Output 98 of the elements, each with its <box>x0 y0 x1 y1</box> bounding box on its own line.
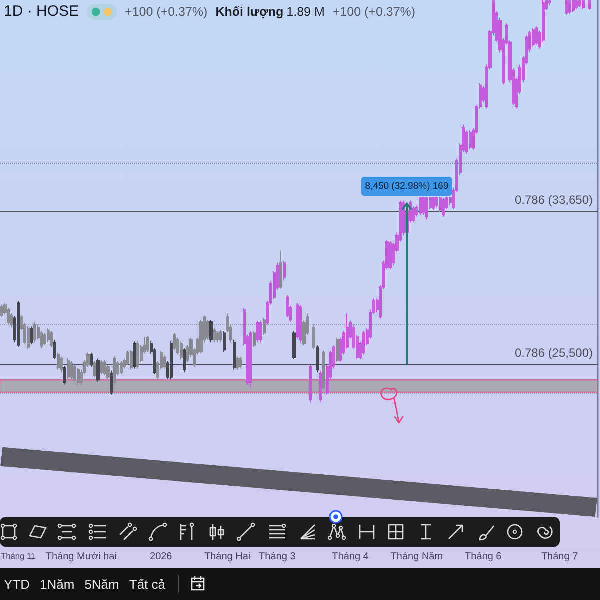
candlestick <box>253 330 256 348</box>
candlestick <box>163 354 166 370</box>
candlestick <box>312 324 315 350</box>
candlestick <box>296 302 299 340</box>
candlestick <box>568 0 571 15</box>
candlestick <box>389 240 392 270</box>
candlestick <box>309 364 312 404</box>
candlestick <box>77 367 80 386</box>
candlestick <box>17 300 20 348</box>
candlestick <box>209 320 213 344</box>
x-tick-label: 2026 <box>150 552 173 562</box>
candlestick <box>213 328 216 344</box>
candlestick <box>199 320 203 354</box>
candlestick <box>7 307 10 326</box>
candlestick <box>27 326 30 350</box>
candlestick <box>90 352 93 368</box>
candlestick <box>469 130 472 150</box>
candlestick <box>336 337 339 363</box>
candlestick <box>283 260 286 282</box>
candlestick <box>442 198 445 218</box>
candlestick <box>57 352 60 370</box>
candlestick <box>279 250 282 290</box>
annotation: +100 (+0.37%) <box>332 4 416 18</box>
candlestick <box>136 341 139 370</box>
annotation: 1.89 M <box>286 4 325 18</box>
candlestick <box>73 364 76 383</box>
candlestick <box>435 196 438 208</box>
candlestick <box>362 330 365 356</box>
x-tick-label: Tháng 3 <box>259 552 296 562</box>
text: 1Năm <box>40 576 75 592</box>
candlestick <box>439 196 442 213</box>
candlestick <box>30 326 33 345</box>
candlestick <box>572 0 575 13</box>
candlestick <box>206 320 209 340</box>
candlestick <box>176 337 179 356</box>
x-tick-label: Tháng 7 <box>541 552 579 562</box>
candlestick <box>47 328 50 344</box>
candlestick <box>565 0 568 16</box>
text: 5Năm <box>84 576 120 592</box>
candlestick <box>319 370 322 404</box>
candlestick <box>133 341 136 370</box>
candlestick <box>180 341 183 360</box>
x-tick-label: Tháng Mười hai <box>46 552 117 562</box>
text: Tất cả <box>129 576 166 592</box>
candlestick <box>0 304 3 318</box>
candlestick <box>110 370 113 396</box>
chart-subtitle: +100 (+0.37%) <box>125 4 208 18</box>
x-tick-label: Tháng 6 <box>465 552 502 562</box>
candlestick <box>130 350 133 370</box>
candlestick <box>432 196 435 211</box>
candlestick <box>535 26 538 46</box>
candlestick <box>93 360 96 378</box>
text: YTD <box>4 576 30 592</box>
candlestick <box>70 360 73 380</box>
candlestick <box>120 360 123 376</box>
candlestick <box>216 330 219 344</box>
candlestick <box>322 350 325 390</box>
candlestick <box>173 332 176 351</box>
candlestick <box>299 304 302 344</box>
candlestick <box>548 0 551 6</box>
candlestick <box>103 360 106 376</box>
candlestick <box>263 318 266 336</box>
x-tick-label: Tháng Hai <box>204 552 251 562</box>
ref-line-label: 0.786 (33,650) <box>514 193 593 208</box>
x-tick-label: Tháng Năm <box>390 552 444 562</box>
candlestick <box>146 336 149 352</box>
candlestick <box>249 330 252 388</box>
candlestick <box>425 196 428 220</box>
candlestick <box>67 358 70 380</box>
x-tick-label: Tháng 11 <box>1 551 36 561</box>
candlestick <box>33 321 36 344</box>
candlestick <box>578 0 581 8</box>
candlestick <box>113 356 116 386</box>
candlestick <box>223 330 226 352</box>
ref-line-label: 0.786 (25,500) <box>514 346 593 360</box>
annotation: 8,450 (32.98%) 169 <box>361 176 453 196</box>
candlestick <box>582 0 585 10</box>
candlestick <box>419 196 422 216</box>
candlestick <box>60 356 63 374</box>
candlestick <box>106 364 110 380</box>
candlestick <box>126 350 129 366</box>
candlestick <box>588 0 591 11</box>
candlestick <box>239 356 242 370</box>
candlestick <box>43 332 46 346</box>
candlestick <box>53 339 56 360</box>
candlestick <box>219 330 222 344</box>
candlestick <box>236 356 239 370</box>
candlestick <box>292 330 296 360</box>
candlestick <box>575 0 578 10</box>
candlestick <box>286 295 289 318</box>
annotation: Khối lượng <box>216 4 284 18</box>
chart-title: 1D · HOSE <box>4 3 80 20</box>
candlestick <box>256 320 259 344</box>
candlestick <box>50 330 53 348</box>
candlestick <box>259 320 262 344</box>
candlestick <box>96 358 100 383</box>
candlestick <box>100 360 103 376</box>
x-tick-label: Tháng 4 <box>332 552 370 562</box>
